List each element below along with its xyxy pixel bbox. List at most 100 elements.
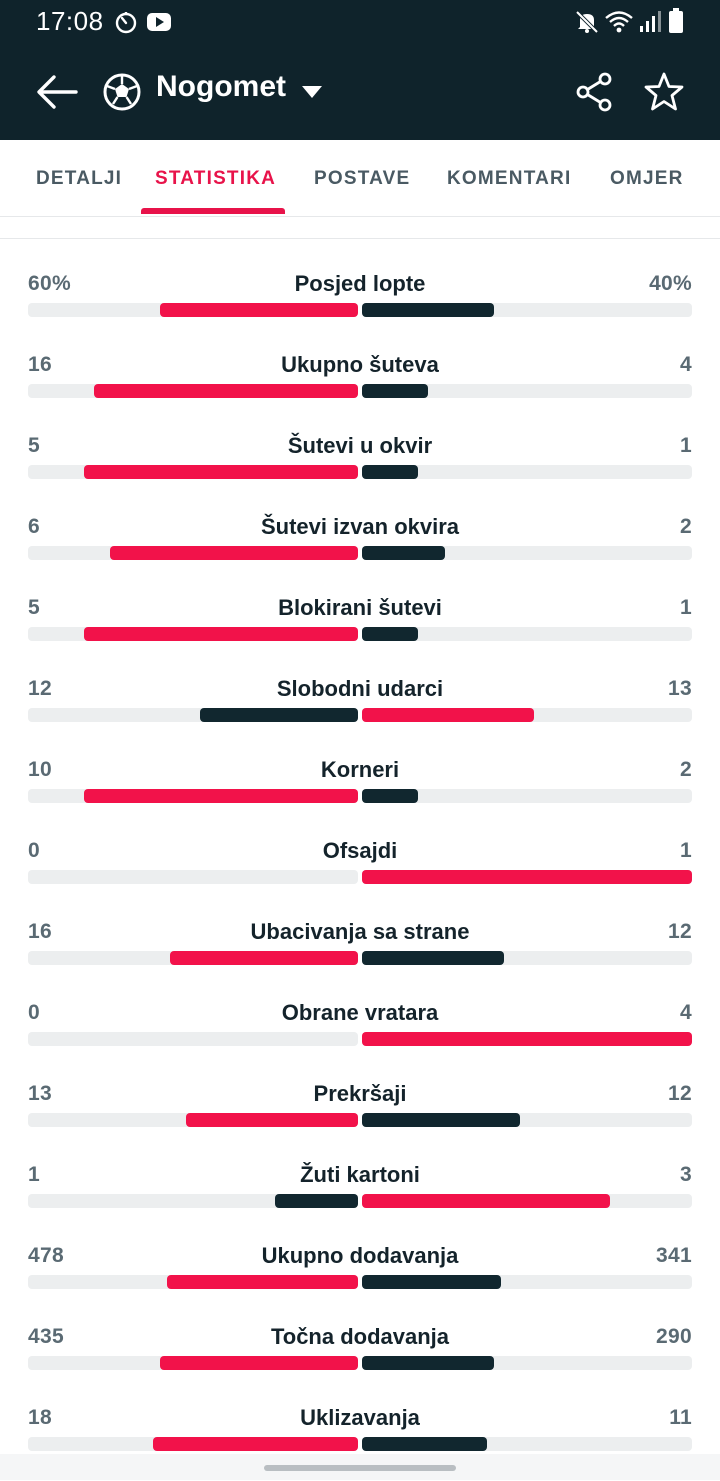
home-value: 1 [28, 1163, 40, 1186]
stat-row: 478 Ukupno dodavanja 341 [0, 1238, 720, 1319]
tab-detalji[interactable]: DETALJI [36, 168, 123, 189]
youtube-icon [147, 13, 171, 31]
football-icon [103, 73, 141, 111]
away-bar-track [362, 1275, 692, 1289]
home-bar [94, 384, 358, 398]
gesture-navigation-bar [0, 1454, 720, 1480]
tab-omjer[interactable]: OMJER [610, 168, 684, 189]
stat-label: Ukupno dodavanja [261, 1243, 459, 1268]
home-bar-track [28, 1194, 358, 1208]
home-bar-track [28, 546, 358, 560]
home-bar-track [28, 708, 358, 722]
tab-bar: DETALJI STATISTIKA POSTAVE KOMENTARI OMJ… [0, 140, 720, 217]
home-bar-track [28, 1275, 358, 1289]
stat-row: 16 Ukupno šuteva 4 [0, 347, 720, 428]
away-bar [362, 465, 418, 479]
stat-row: 18 Uklizavanja 11 [0, 1400, 720, 1481]
away-bar-track [362, 627, 692, 641]
home-bar-track [28, 303, 358, 317]
stat-row: 5 Blokirani šutevi 1 [0, 590, 720, 671]
home-bar-track [28, 1032, 358, 1046]
mute-icon [575, 10, 599, 34]
away-bar [362, 1437, 487, 1451]
tab-postave[interactable]: POSTAVE [314, 168, 411, 189]
tab-statistika[interactable]: STATISTIKA [155, 168, 277, 189]
away-bar [362, 870, 692, 884]
home-value: 5 [28, 434, 40, 457]
home-value: 435 [28, 1325, 64, 1348]
away-bar-track [362, 303, 692, 317]
page-title[interactable]: Nogomet [156, 70, 286, 103]
away-bar [362, 627, 418, 641]
away-value: 1 [680, 434, 692, 457]
wifi-icon [605, 11, 633, 33]
home-gesture-handle[interactable] [264, 1465, 456, 1471]
stat-row: 5 Šutevi u okvir 1 [0, 428, 720, 509]
stat-label: Ubacivanja sa strane [250, 919, 470, 944]
away-bar [362, 708, 534, 722]
home-value: 12 [28, 677, 52, 700]
stat-row: 16 Ubacivanja sa strane 12 [0, 914, 720, 995]
stat-row: 1 Žuti kartoni 3 [0, 1157, 720, 1238]
away-bar [362, 384, 428, 398]
stat-label: Slobodni udarci [276, 676, 444, 701]
home-value: 478 [28, 1244, 64, 1267]
stat-row: 435 Točna dodavanja 290 [0, 1319, 720, 1400]
stat-label: Posjed lopte [294, 271, 426, 296]
away-bar-track [362, 1437, 692, 1451]
home-bar-track [28, 951, 358, 965]
battery-icon [669, 8, 683, 33]
away-bar-track [362, 708, 692, 722]
stat-row: 60% Posjed lopte 40% [0, 266, 720, 347]
active-tab-indicator [141, 208, 285, 214]
stat-label: Prekršaji [313, 1081, 407, 1106]
away-value: 13 [668, 677, 692, 700]
home-bar [110, 546, 358, 560]
home-bar [84, 627, 358, 641]
home-bar [153, 1437, 358, 1451]
stat-row: 0 Ofsajdi 1 [0, 833, 720, 914]
away-value: 1 [680, 839, 692, 862]
home-bar-track [28, 1437, 358, 1451]
home-bar [160, 1356, 358, 1370]
back-arrow-icon[interactable] [34, 72, 80, 112]
away-bar-track [362, 789, 692, 803]
away-bar-track [362, 465, 692, 479]
away-bar [362, 789, 418, 803]
home-bar [275, 1194, 358, 1208]
home-bar [84, 789, 358, 803]
away-bar [362, 1275, 501, 1289]
away-value: 12 [668, 920, 692, 943]
home-value: 16 [28, 920, 52, 943]
chevron-down-icon[interactable] [300, 82, 324, 102]
stat-row: 10 Korneri 2 [0, 752, 720, 833]
away-bar [362, 1194, 610, 1208]
timer-icon [115, 12, 137, 34]
away-bar [362, 1356, 494, 1370]
away-value: 4 [680, 1001, 692, 1024]
stat-row: 13 Prekršaji 12 [0, 1076, 720, 1157]
star-icon[interactable] [642, 70, 686, 114]
away-value: 11 [669, 1406, 692, 1429]
home-bar [200, 708, 358, 722]
stat-row: 12 Slobodni udarci 13 [0, 671, 720, 752]
section-divider [0, 238, 720, 239]
share-icon[interactable] [574, 70, 614, 114]
home-value: 18 [28, 1406, 52, 1429]
home-bar-track [28, 870, 358, 884]
app-bar: Nogomet [0, 44, 720, 140]
home-value: 0 [28, 839, 40, 862]
away-bar [362, 951, 504, 965]
stat-label: Uklizavanja [300, 1405, 420, 1430]
away-bar [362, 1113, 520, 1127]
home-value: 0 [28, 1001, 40, 1024]
home-value: 60% [28, 272, 71, 295]
stat-label: Šutevi izvan okvira [260, 514, 460, 539]
home-bar [84, 465, 358, 479]
home-bar-track [28, 789, 358, 803]
away-bar [362, 546, 445, 560]
away-value: 40% [649, 272, 692, 295]
home-bar [167, 1275, 358, 1289]
home-bar [160, 303, 358, 317]
tab-komentari[interactable]: KOMENTARI [447, 168, 572, 189]
